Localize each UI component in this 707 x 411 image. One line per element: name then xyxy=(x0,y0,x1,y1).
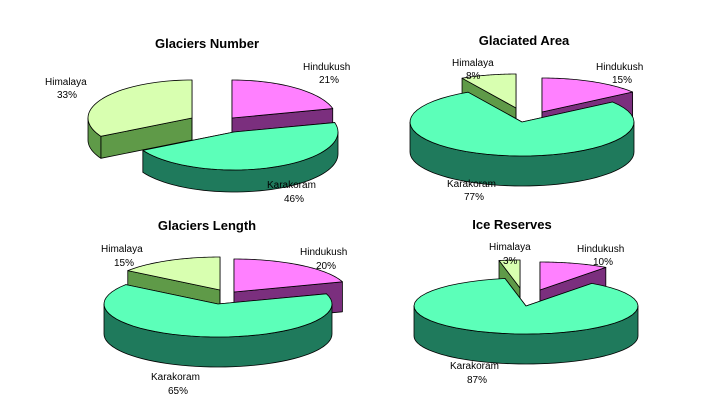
label-hindukush-name: Hindukush xyxy=(596,62,643,73)
label-himalaya-pct: 3% xyxy=(503,256,518,267)
pie-glaciers-length xyxy=(103,256,343,368)
label-karakoram-name: Karakoram xyxy=(447,179,496,190)
slice-karakoram xyxy=(142,122,339,193)
label-karakoram-name: Karakoram xyxy=(450,361,499,372)
label-himalaya-name: Himalaya xyxy=(45,77,87,88)
chart-glaciers-number: Glaciers Number Hindukush 21% Himalaya 3… xyxy=(45,36,350,205)
label-karakoram-pct: 46% xyxy=(284,194,304,205)
label-hindukush-pct: 21% xyxy=(319,75,339,86)
slice-karakoram xyxy=(409,91,635,187)
label-himalaya-pct: 8% xyxy=(466,71,481,82)
pie-glaciers-number xyxy=(87,79,339,193)
chart-glaciated-area: Glaciated Area Hindukush 15% Himalaya 8%… xyxy=(409,33,643,203)
label-hindukush-pct: 15% xyxy=(612,75,632,86)
chart-title: Ice Reserves xyxy=(472,217,552,232)
label-himalaya-pct: 15% xyxy=(114,258,134,269)
label-karakoram-pct: 65% xyxy=(168,386,188,397)
slice-karakoram xyxy=(103,284,333,368)
chart-ice-reserves: Ice Reserves Hindukush 10% Himalaya 3% K… xyxy=(413,217,639,386)
chart-title: Glaciated Area xyxy=(479,33,570,48)
label-hindukush-name: Hindukush xyxy=(577,244,624,255)
label-hindukush-pct: 20% xyxy=(316,261,336,272)
label-hindukush-name: Hindukush xyxy=(300,247,347,258)
label-himalaya-name: Himalaya xyxy=(452,58,494,69)
chart-title: Glaciers Length xyxy=(158,218,256,233)
label-karakoram-pct: 77% xyxy=(464,192,484,203)
label-himalaya-pct: 33% xyxy=(57,90,77,101)
chart-glaciers-length: Glaciers Length Hindukush 20% Himalaya 1… xyxy=(101,218,347,397)
label-karakoram-name: Karakoram xyxy=(151,372,200,383)
label-karakoram-name: Karakoram xyxy=(267,180,316,191)
slice-himalaya xyxy=(87,79,193,159)
chart-title: Glaciers Number xyxy=(155,36,259,51)
label-karakoram-pct: 87% xyxy=(467,375,487,386)
slice-karakoram xyxy=(413,278,639,365)
label-himalaya-name: Himalaya xyxy=(489,242,531,253)
pie-ice-reserves xyxy=(413,259,639,365)
label-himalaya-name: Himalaya xyxy=(101,244,143,255)
label-hindukush-pct: 10% xyxy=(593,257,613,268)
pie-glaciated-area xyxy=(409,73,635,187)
label-hindukush-name: Hindukush xyxy=(303,62,350,73)
